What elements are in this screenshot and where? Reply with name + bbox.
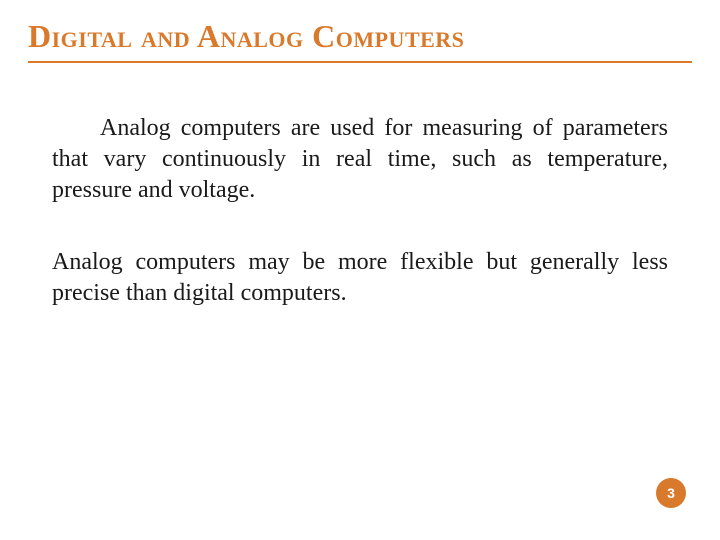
paragraph-2: Analog computers may be more flexible bu… bbox=[52, 247, 668, 309]
slide-title: Digital and Analog Computers bbox=[28, 18, 692, 63]
page-number: 3 bbox=[667, 485, 675, 501]
slide-container: Digital and Analog Computers Analog comp… bbox=[0, 0, 720, 540]
page-number-badge: 3 bbox=[656, 478, 686, 508]
paragraph-1: Analog computers are used for measuring … bbox=[52, 113, 668, 207]
